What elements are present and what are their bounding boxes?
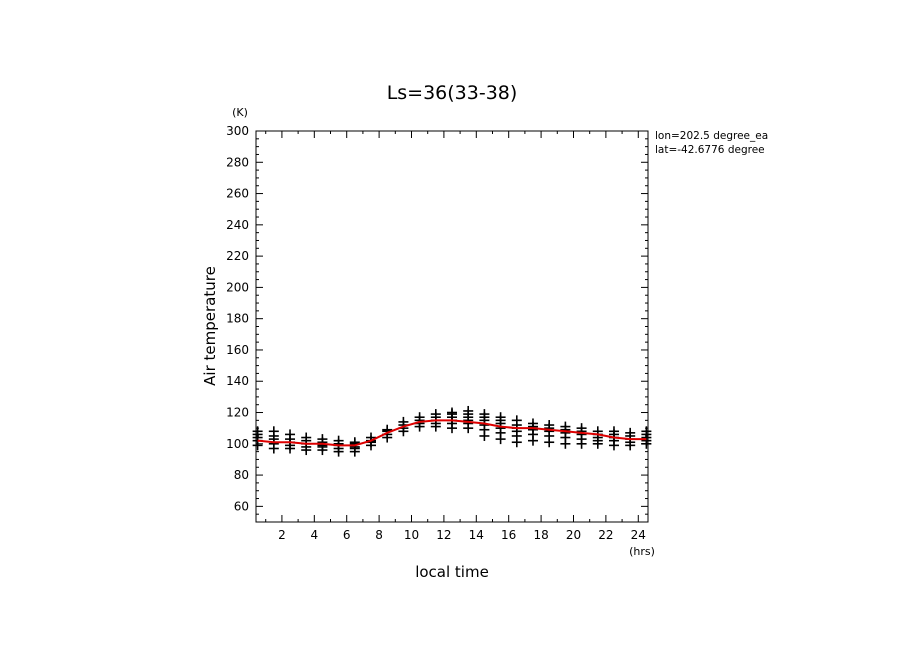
data-point	[463, 405, 474, 416]
data-point	[576, 423, 587, 434]
y-tick-label: 280	[226, 155, 249, 169]
data-point	[430, 409, 441, 420]
annotation-lon: lon=202.5 degree_ea	[655, 130, 768, 142]
x-tick-label: 20	[566, 528, 581, 542]
y-axis-label: Air temperature	[201, 266, 219, 386]
data-markers	[252, 405, 652, 457]
x-axis: 2 4 6 8 10 12 14 16 18 20 22 24	[265, 131, 646, 542]
x-tick-label: 10	[404, 528, 419, 542]
y-tick-label: 80	[234, 468, 249, 482]
data-point	[333, 435, 344, 446]
y-tick-label: 140	[226, 374, 249, 388]
series-line	[257, 419, 647, 447]
x-tick-label: 6	[343, 528, 351, 542]
data-point	[398, 416, 409, 427]
annotation-lat: lat=-42.6776 degree	[655, 144, 765, 156]
y-tick-label: 240	[226, 218, 249, 232]
data-point	[527, 418, 538, 429]
y-axis-unit: (K)	[232, 106, 248, 119]
data-point	[317, 434, 328, 445]
x-tick-label: 2	[278, 528, 286, 542]
y-tick-label: 200	[226, 280, 249, 294]
y-tick-label: 160	[226, 343, 249, 357]
chart-title: Ls=36(33-38)	[387, 82, 518, 104]
x-tick-label: 14	[469, 528, 484, 542]
data-point	[495, 412, 506, 423]
y-tick-label: 220	[226, 249, 249, 263]
x-tick-label: 24	[631, 528, 646, 542]
data-point	[414, 412, 425, 423]
x-tick-label: 18	[533, 528, 548, 542]
data-point	[608, 426, 619, 437]
x-tick-label: 12	[436, 528, 451, 542]
y-tick-label: 120	[226, 406, 249, 420]
data-point	[560, 421, 571, 432]
x-tick-label: 16	[501, 528, 516, 542]
y-tick-label: 300	[226, 124, 249, 138]
data-point	[447, 407, 457, 418]
data-point	[625, 427, 636, 438]
data-point	[301, 432, 312, 443]
x-tick-label: 8	[375, 528, 383, 542]
x-axis-label: local time	[415, 563, 489, 581]
x-tick-label: 22	[598, 528, 613, 542]
y-tick-label: 180	[226, 312, 249, 326]
data-point	[479, 409, 490, 420]
y-axis: 60 80 100 120 140 160 180 200 220 240 260 280 300	[226, 124, 648, 523]
plot-frame	[255, 130, 649, 523]
data-lines	[257, 419, 647, 447]
x-tick-label: 4	[310, 528, 318, 542]
data-point	[641, 426, 652, 437]
data-point	[268, 426, 279, 437]
data-point	[285, 429, 296, 440]
y-tick-label: 100	[226, 437, 249, 451]
x-axis-unit: (hrs)	[629, 545, 655, 558]
y-tick-label: 260	[226, 187, 249, 201]
data-point	[544, 420, 555, 431]
y-tick-label: 60	[234, 499, 249, 513]
data-point	[252, 426, 263, 437]
data-point	[511, 415, 522, 426]
